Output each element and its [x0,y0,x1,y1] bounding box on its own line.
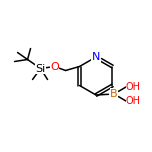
Text: Si: Si [35,64,46,74]
Text: O: O [50,62,59,71]
Text: B: B [110,89,118,99]
Text: OH: OH [126,82,141,92]
Text: N: N [92,52,100,62]
Text: OH: OH [126,96,141,106]
